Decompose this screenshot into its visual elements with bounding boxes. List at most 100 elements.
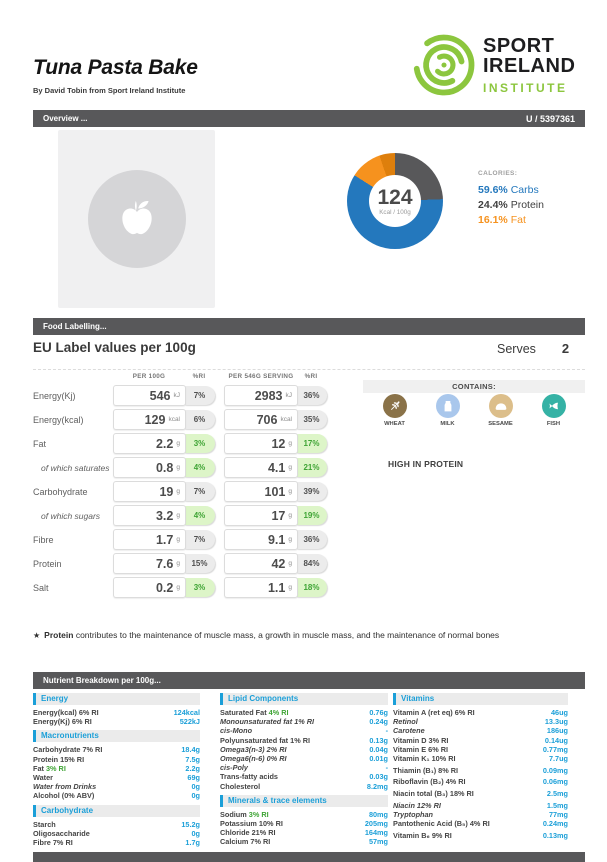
breakdown-value: 7.7ug <box>548 754 568 764</box>
breakdown-value: 2.2g <box>185 763 200 773</box>
breakdown-value: 57mg <box>368 837 388 847</box>
breakdown-row: Potassium 10% RI 205mg <box>220 819 388 828</box>
value-cell: 546 kJ <box>113 385 186 406</box>
breakdown-ri: 0% RI <box>264 754 287 764</box>
breakdown-row: Chloride 21% RI 164mg <box>220 828 388 837</box>
value: 129 <box>144 412 166 427</box>
breakdown-ri: 6% RI <box>452 708 475 717</box>
value: 2983 <box>254 388 283 403</box>
sport-ireland-logo: SPORT IRELAND INSTITUTE <box>483 36 575 98</box>
breakdown-value: 0g <box>191 828 200 838</box>
allergen-icons: WHEAT MILK SESAME FISH <box>363 394 585 427</box>
value: 1.1 <box>267 580 286 595</box>
breakdown-label: Riboflavin (B₂) 4% RI <box>393 777 466 787</box>
breakdown-label: Omega3(n-3) 2% RI <box>220 744 287 754</box>
nutrient-label: Fibre <box>33 535 54 545</box>
logo-line-1: SPORT <box>483 35 555 57</box>
breakdown-row: Water 69g <box>33 773 200 782</box>
unit: g <box>176 512 180 519</box>
allergen-label: MILK <box>440 421 455 427</box>
breakdown-section: Energy Energy(kcal) 6% RI 124kcal Energy(Kj… <box>33 693 200 726</box>
breakdown-ri: 4% RI <box>266 708 289 717</box>
breakdown-value: 0.14ug <box>544 735 568 745</box>
eu-label-table: Energy(Kj) 546 kJ 7% 2983 kJ 36% Energy(kcal) 12… <box>33 384 333 600</box>
breakdown-row: Niacin 12% RI 1.5mg <box>393 801 568 810</box>
nutrient-label: of which saturates <box>41 463 110 473</box>
unit: g <box>288 464 292 471</box>
breakdown-value: 0.06mg <box>542 777 568 787</box>
legend-percent: 24.4% <box>478 199 508 211</box>
breakdown-label: Carotene <box>393 726 425 736</box>
breakdown-label: Monounsaturated fat 1% RI <box>220 717 315 727</box>
breakdown-ri: 7% RI <box>50 838 73 848</box>
ri-badge: 39% <box>296 482 327 501</box>
breakdown-row: Water from Drinks 0g <box>33 782 200 791</box>
breakdown-column-3: Vitamins Vitamin A (ret eq) 6% RI 46ug Reti… <box>393 693 568 840</box>
breakdown-label: Thiamin (B₁) 8% RI <box>393 765 459 775</box>
value: 2.2 <box>155 436 174 451</box>
ri-badge: 19% <box>296 506 327 525</box>
ri-badge: 18% <box>296 578 327 597</box>
legend-item: 24.4% Protein <box>478 198 544 213</box>
breakdown-value: 80mg <box>368 809 388 819</box>
value: 0.8 <box>155 460 174 475</box>
unit: g <box>288 488 292 495</box>
breakdown-value: 2.5mg <box>546 789 568 799</box>
table-row: Fibre 1.7 g 7% 9.1 g 36% <box>33 528 333 552</box>
breakdown-row: Vitamin K₁ 10% RI 7.7ug <box>393 754 568 763</box>
unit: kJ <box>173 392 181 399</box>
breakdown-label: Vitamin K₁ 10% RI <box>393 754 456 764</box>
ri-badge: 35% <box>296 410 327 429</box>
breakdown-row: Vitamin B₆ 9% RI 0.13mg <box>393 831 568 840</box>
breakdown-ri: 4% RI <box>443 777 466 787</box>
breakdown-label: Saturated Fat 4% RI <box>220 708 289 717</box>
breakdown-row: Alcohol (0% ABV) 0g <box>33 791 200 800</box>
breakdown-value: 0.09mg <box>542 765 568 775</box>
value-cell: 1.7 g <box>113 529 186 550</box>
breakdown-value: 77mg <box>548 810 568 820</box>
sesame-icon <box>488 394 513 418</box>
ri-badge: 7% <box>184 530 215 549</box>
table-row: Energy(kcal) 129 kcal 6% 706 kcal 35% <box>33 408 333 432</box>
breakdown-row: Calcium 7% RI 57mg <box>220 837 388 846</box>
byline: By David Tobin from Sport Ireland Instit… <box>33 86 186 95</box>
ri-badge: 7% <box>184 386 215 405</box>
breakdown-label: Retinol <box>393 717 418 727</box>
contains-header: CONTAINS: <box>363 380 585 393</box>
calories-legend: CALORIES: 59.6% Carbs 24.4% Protein 16.1% … <box>478 170 544 228</box>
breakdown-value: 18.4g <box>181 745 200 755</box>
serves: Serves 2 <box>497 341 569 356</box>
breakdown-value: 1.5mg <box>546 800 568 810</box>
unit: g <box>176 440 180 447</box>
nutrient-label: Energy(kcal) <box>33 415 84 425</box>
section-bar-label: Overview ... <box>43 114 88 123</box>
footnote-term: Protein <box>44 630 74 640</box>
breakdown-label: Protein 15% RI <box>33 754 85 764</box>
value-cell: 12 g <box>224 433 298 454</box>
table-row: Protein 7.6 g 15% 42 g 84% <box>33 552 333 576</box>
breakdown-value: 0.13mg <box>542 830 568 840</box>
breakdown-label: Vitamin D 3% RI <box>393 735 449 745</box>
breakdown-row: Niacin total (B₃) 18% RI 2.5mg <box>393 789 568 798</box>
unit: g <box>288 560 292 567</box>
unit: g <box>176 560 180 567</box>
breakdown-value: 13.3ug <box>544 717 568 727</box>
value-cell: 2.2 g <box>113 433 186 454</box>
breakdown-label: Carbohydrate 7% RI <box>33 745 103 755</box>
breakdown-label: Energy(kcal) 6% RI <box>33 708 99 717</box>
value: 0.2 <box>155 580 174 595</box>
recipe-image-placeholder <box>58 130 215 308</box>
breakdown-label: Vitamin E 6% RI <box>393 744 449 754</box>
breakdown-label: Fat 3% RI <box>33 763 66 773</box>
breakdown-ri: 1% RI <box>288 735 311 745</box>
serves-value: 2 <box>561 341 570 356</box>
legend-percent: 16.1% <box>478 214 508 226</box>
col-header-ri-1: %RI <box>192 373 206 380</box>
fish-icon <box>541 394 566 418</box>
nutrient-label: Energy(Kj) <box>33 391 76 401</box>
section-bar-label: Food Labelling... <box>43 322 107 331</box>
breakdown-value: - <box>385 763 388 773</box>
value: 546 <box>149 388 171 403</box>
ri-badge: 15% <box>184 554 215 573</box>
value: 706 <box>256 412 278 427</box>
